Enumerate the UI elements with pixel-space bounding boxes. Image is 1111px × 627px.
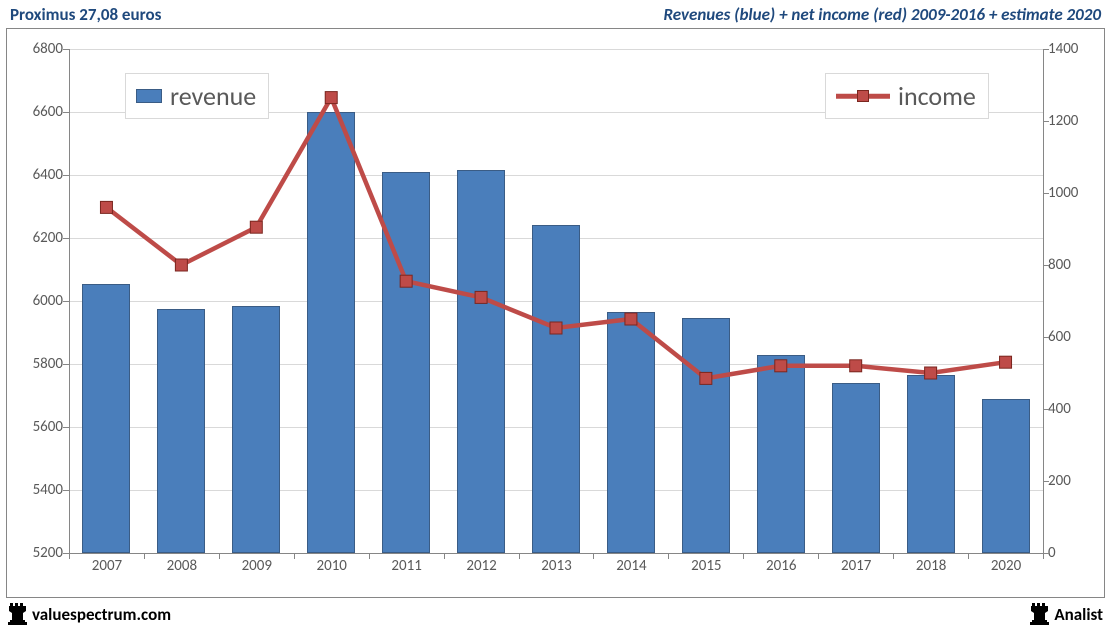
footer-right: Analist xyxy=(1030,603,1103,625)
bar-revenue xyxy=(457,170,505,553)
y-right-label: 1000 xyxy=(1048,184,1098,202)
y-left-label: 6800 xyxy=(13,40,63,58)
bar-revenue xyxy=(982,399,1030,553)
bar-revenue xyxy=(682,318,730,553)
y-right-label: 1200 xyxy=(1048,112,1098,130)
y-right-label: 400 xyxy=(1048,400,1098,418)
chart-container: 5200 5400 5600 5800 6000 6200 6400 6600 6800 0 200… xyxy=(6,28,1105,598)
chess-rook-icon xyxy=(1030,603,1050,625)
x-label: 2017 xyxy=(819,557,894,575)
x-label: 2018 xyxy=(894,557,969,575)
y-left-label: 6600 xyxy=(13,103,63,121)
bar-revenue xyxy=(532,225,580,553)
y-left-label: 6200 xyxy=(13,229,63,247)
x-label: 2016 xyxy=(744,557,819,575)
y-left-label: 6000 xyxy=(13,292,63,310)
y-right-label: 1400 xyxy=(1048,40,1098,58)
gridline xyxy=(69,175,1043,176)
legend-income: income xyxy=(825,73,989,119)
y-left-label: 5600 xyxy=(13,418,63,436)
x-label: 2008 xyxy=(144,557,219,575)
x-label: 2011 xyxy=(369,557,444,575)
axis-left xyxy=(69,49,70,553)
bar-revenue xyxy=(832,383,880,553)
y-left-label: 6400 xyxy=(13,166,63,184)
x-label: 2015 xyxy=(669,557,744,575)
bar-revenue xyxy=(607,312,655,553)
bar-revenue xyxy=(232,306,280,553)
bar-revenue xyxy=(307,112,355,553)
bar-revenue xyxy=(757,355,805,553)
x-label: 2010 xyxy=(294,557,369,575)
bar-revenue xyxy=(157,309,205,553)
y-left-label: 5200 xyxy=(13,544,63,562)
chess-rook-icon xyxy=(8,603,28,625)
y-left-label: 5400 xyxy=(13,481,63,499)
x-label: 2009 xyxy=(219,557,294,575)
legend-swatch-line xyxy=(836,85,890,107)
footer-right-text: Analist xyxy=(1054,604,1103,625)
plot-area xyxy=(69,49,1043,553)
y-right-label: 200 xyxy=(1048,472,1098,490)
bar-revenue xyxy=(907,375,955,553)
title-right: Revenues (blue) + net income (red) 2009-… xyxy=(663,4,1101,25)
legend-swatch-bar xyxy=(136,89,162,103)
x-label: 2014 xyxy=(594,557,669,575)
y-right-label: 800 xyxy=(1048,256,1098,274)
legend-label: income xyxy=(898,80,976,112)
axis-bottom xyxy=(69,553,1044,554)
x-label: 2013 xyxy=(519,557,594,575)
y-left-label: 5800 xyxy=(13,355,63,373)
gridline xyxy=(69,49,1043,50)
footer-left: valuespectrum.com xyxy=(8,603,171,625)
chart-footer: valuespectrum.com Analist xyxy=(8,599,1103,625)
legend-revenue: revenue xyxy=(125,73,269,119)
legend-label: revenue xyxy=(170,80,256,112)
bar-revenue xyxy=(382,172,430,553)
axis-right xyxy=(1043,49,1044,553)
y-right-label: 600 xyxy=(1048,328,1098,346)
bar-revenue xyxy=(82,284,130,553)
title-left: Proximus 27,08 euros xyxy=(10,4,161,25)
x-label: 2007 xyxy=(69,557,144,575)
footer-left-text: valuespectrum.com xyxy=(32,604,171,625)
x-label: 2020 xyxy=(969,557,1044,575)
chart-header: Proximus 27,08 euros Revenues (blue) + n… xyxy=(0,0,1111,26)
y-right-label: 0 xyxy=(1048,544,1098,562)
x-label: 2012 xyxy=(444,557,519,575)
